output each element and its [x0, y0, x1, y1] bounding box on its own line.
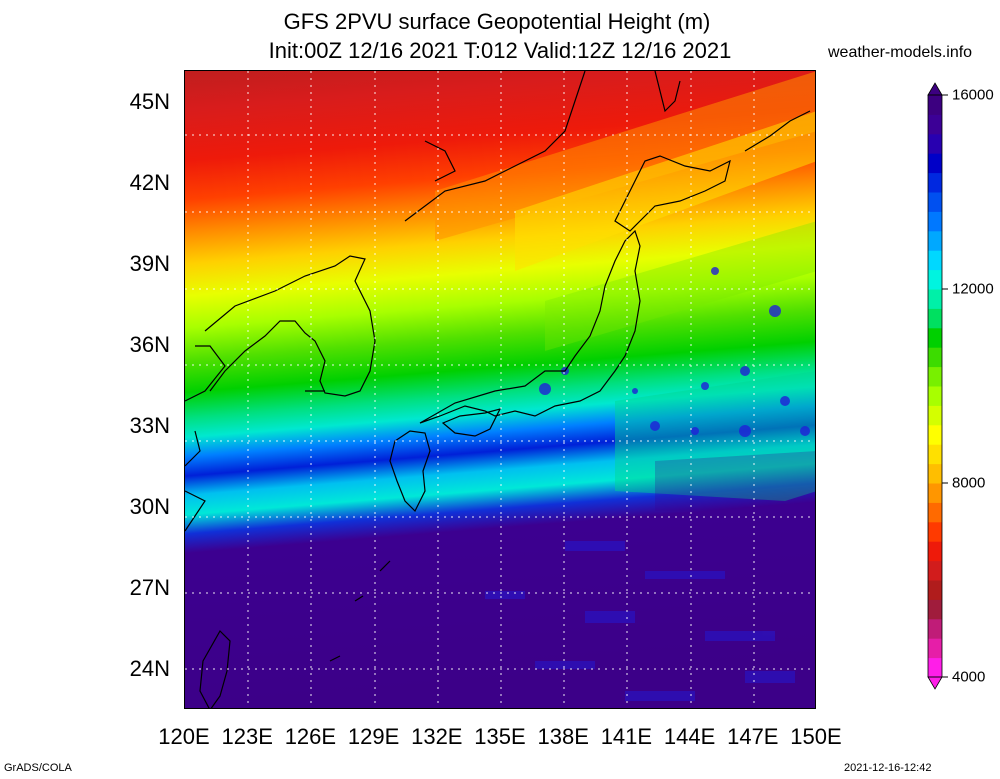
colorbar-swatch [928, 560, 942, 581]
colorbar-swatch [928, 580, 942, 600]
geopotential-map [185, 71, 815, 708]
colorbar-swatch [928, 269, 942, 290]
colorbar-swatch [928, 657, 942, 678]
lat-label: 24N [129, 655, 170, 681]
lon-label: 123E [221, 724, 273, 749]
lon-label: 126E [284, 724, 337, 749]
colorbar-swatch [928, 541, 942, 562]
colorbar-swatch [928, 230, 942, 251]
colorbar-label: 8000 [952, 474, 986, 492]
lat-label: 45N [129, 89, 170, 115]
colorbar-swatch [928, 405, 942, 426]
colorbar-swatch [928, 250, 942, 271]
lat-label: 39N [129, 251, 170, 277]
lat-label: 33N [129, 412, 170, 438]
colorbar-swatch [928, 327, 942, 348]
lon-label: 135E [474, 724, 526, 749]
lon-label: 141E [600, 724, 653, 749]
map-title: GFS 2PVU surface Geopotential Height (m) [283, 9, 711, 34]
colorbar-label: 12000 [952, 280, 994, 298]
colorbar-swatch [928, 347, 942, 368]
lon-label: 129E [347, 724, 400, 749]
lon-label: 138E [537, 724, 589, 749]
colorbar-swatch [928, 521, 942, 542]
colorbar-label: 4000 [952, 668, 986, 686]
lon-label: 120E [158, 724, 210, 749]
colorbar-swatch [928, 366, 942, 387]
colorbar-swatch [928, 386, 942, 406]
colorbar-swatch [928, 483, 942, 503]
map-panel [184, 70, 816, 709]
colorbar-swatch [928, 95, 942, 115]
colorbar-swatch [928, 192, 942, 212]
lat-label: 42N [129, 170, 170, 196]
map-subtitle: Init:00Z 12/16 2021 T:012 Valid:12Z 12/1… [268, 38, 732, 63]
colorbar-max-arrow [927, 82, 943, 96]
colorbar-swatch [928, 638, 942, 659]
colorbar-swatch [928, 424, 942, 445]
colorbar [927, 82, 948, 690]
lon-label: 147E [727, 724, 779, 749]
colorbar-swatch [928, 114, 942, 135]
colorbar-swatch [928, 211, 942, 232]
lon-label: 132E [411, 724, 463, 749]
lat-label: 36N [129, 332, 170, 357]
site-credit: weather-models.info [828, 44, 973, 61]
colorbar-swatch [928, 502, 942, 523]
lon-label: 144E [663, 724, 716, 749]
colorbar-swatch [928, 599, 942, 620]
footer-timestamp: 2021-12-16-12:42 [844, 762, 932, 774]
colorbar-swatch [928, 463, 942, 484]
colorbar-min-arrow [927, 676, 943, 690]
graticule [185, 71, 815, 708]
colorbar-swatch [928, 618, 942, 639]
lat-label: 30N [129, 493, 170, 519]
coastlines [185, 71, 811, 708]
lat-label: 27N [129, 574, 170, 600]
colorbar-label: 16000 [952, 86, 994, 104]
colorbar-swatch [928, 444, 942, 465]
colorbar-swatch [928, 172, 942, 193]
lon-label: 150E [790, 724, 842, 749]
convective-patches [539, 267, 810, 437]
colorbar-swatch [928, 308, 942, 329]
colorbar-swatch [928, 153, 942, 174]
footer-credit: GrADS/COLA [4, 762, 72, 774]
colorbar-swatch [928, 133, 942, 154]
colorbar-swatch [928, 289, 942, 309]
